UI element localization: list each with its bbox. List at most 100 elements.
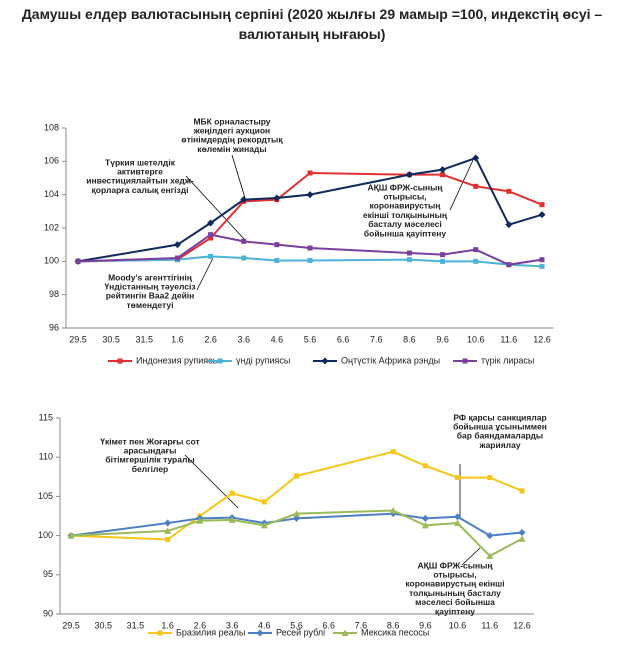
arrow	[461, 547, 481, 566]
legend-marker	[217, 358, 223, 364]
x-tick-label: 8.6	[387, 620, 400, 630]
marker	[440, 172, 446, 178]
annotation: өтінімдердің рекордтық	[181, 135, 283, 145]
arrow	[449, 157, 475, 211]
marker	[486, 532, 494, 540]
annotation: жариялау	[478, 440, 520, 450]
annotation: бар баяндамаларды	[457, 431, 543, 441]
annotation: коронавирустың екінші	[405, 579, 504, 589]
marker	[454, 513, 462, 521]
annotation: Үндістанның тәуелсіз	[104, 281, 195, 291]
arrow	[231, 154, 246, 199]
marker	[273, 194, 281, 202]
marker	[487, 475, 493, 481]
x-tick-label: 4.6	[271, 334, 284, 344]
annotation: мәселесі бойынша	[415, 597, 495, 607]
annotation: бітімгершілік туралы	[105, 455, 194, 465]
y-tick-label: 110	[39, 452, 53, 462]
arrow	[184, 454, 239, 509]
y-tick-label: 96	[49, 322, 59, 332]
legend-label: Индонезия рупиясы	[136, 355, 219, 365]
arrow	[196, 257, 214, 291]
annotation: МБК орналастыру	[193, 116, 270, 126]
annotation: АҚШ ФРЖ-сының	[367, 182, 443, 192]
marker	[307, 245, 313, 251]
legend-marker	[462, 358, 468, 364]
marker	[406, 257, 412, 263]
x-tick-label: 31.5	[127, 620, 145, 630]
marker	[454, 519, 462, 527]
annotation: белгілер	[132, 464, 169, 474]
legend-marker	[256, 629, 264, 637]
annotation: екінші толқынының	[363, 210, 448, 220]
x-tick-label: 29.5	[69, 334, 87, 344]
annotation: Түркия шетелдік	[105, 157, 176, 167]
marker	[518, 528, 526, 536]
y-tick-label: 115	[39, 412, 53, 422]
marker	[196, 517, 204, 524]
y-tick-label: 95	[43, 569, 53, 579]
marker	[274, 242, 280, 248]
marker	[389, 507, 397, 514]
marker	[455, 475, 461, 481]
x-tick-label: 9.6	[436, 334, 449, 344]
legend-marker	[217, 358, 223, 364]
y-tick-label: 106	[44, 156, 59, 166]
x-tick-label: 7.6	[370, 334, 383, 344]
marker	[538, 211, 546, 219]
y-tick-label: 100	[44, 256, 59, 266]
x-tick-label: 2.6	[194, 620, 207, 630]
legend-label: Ресей рублі	[276, 627, 325, 637]
annotation: активтерге	[117, 166, 163, 176]
marker	[208, 253, 214, 259]
marker	[307, 170, 313, 176]
legend-label: Бразилия реалы	[176, 627, 245, 637]
marker	[207, 219, 215, 227]
x-tick-label: 12.6	[533, 334, 551, 344]
x-tick-label: 6.6	[322, 620, 335, 630]
legend-marker	[321, 357, 329, 365]
marker	[174, 255, 180, 261]
arrow	[185, 175, 246, 241]
marker	[539, 202, 545, 208]
legend-marker	[117, 358, 123, 364]
x-tick-label: 11.6	[500, 334, 517, 344]
annotation: АҚШ ФРЖ-сының	[417, 560, 493, 570]
marker	[486, 552, 494, 559]
marker	[421, 521, 429, 529]
marker	[67, 532, 75, 539]
marker	[506, 188, 512, 194]
marker	[208, 235, 214, 241]
annotation: Үкімет пен Жоғарғы сот	[100, 436, 199, 446]
marker	[472, 154, 480, 162]
marker	[473, 183, 479, 189]
annotation: қауіптену	[435, 606, 475, 616]
x-tick-label: 6.6	[337, 334, 350, 344]
marker	[208, 232, 214, 238]
legend-label: Мексика песосы	[361, 627, 429, 637]
annotation: жеңілдегі аукцион	[193, 125, 270, 135]
marker	[173, 241, 181, 249]
legend-marker	[462, 358, 468, 364]
y-tick-label: 90	[43, 608, 53, 618]
annotation: қорларға салық енгізді	[92, 185, 189, 195]
annotation: арасындағы	[124, 445, 177, 455]
marker	[241, 238, 247, 244]
annotation: инвестициялайтын хедж-	[86, 176, 194, 186]
y-tick-label: 104	[44, 189, 59, 199]
legend-label: түрік лирасы	[481, 355, 534, 365]
marker	[518, 535, 526, 542]
marker	[440, 258, 446, 264]
legend-marker	[157, 630, 163, 636]
annotation: бойынша қауіптену	[364, 228, 446, 238]
marker	[260, 521, 268, 529]
marker	[506, 262, 512, 268]
marker	[440, 252, 446, 258]
annotation: РФ қарсы санкциялар	[453, 412, 546, 422]
marker	[539, 263, 545, 269]
x-tick-label: 8.6	[403, 334, 416, 344]
marker	[229, 490, 235, 496]
marker	[473, 258, 479, 264]
x-tick-label: 10.6	[449, 620, 467, 630]
